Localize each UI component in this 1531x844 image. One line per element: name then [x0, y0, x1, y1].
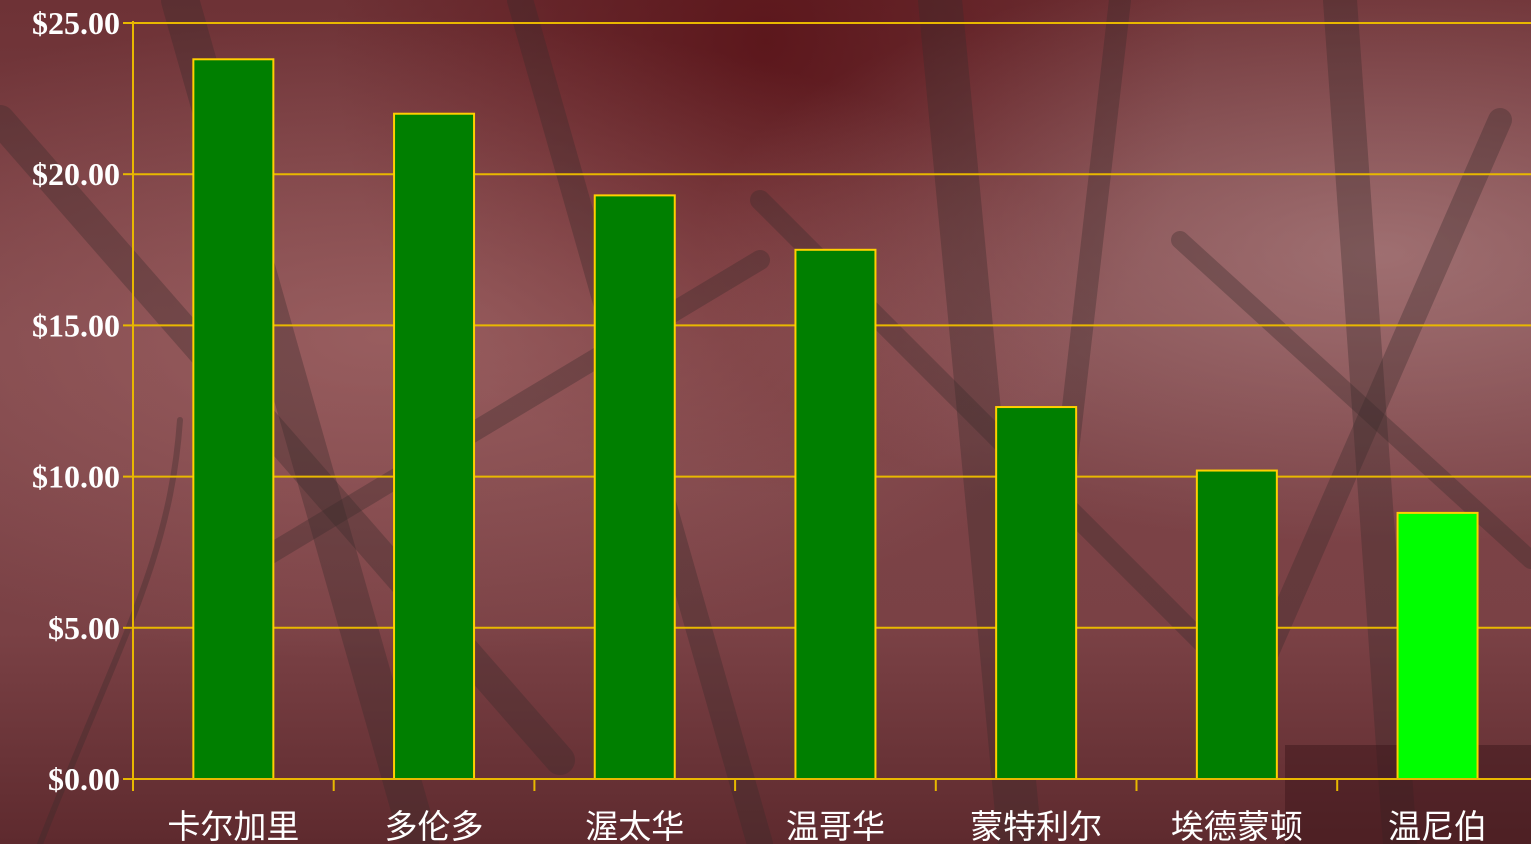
bars	[192, 58, 1479, 781]
axes	[123, 21, 1531, 791]
x-tick-label: 渥太华	[585, 807, 684, 844]
y-tick-label: $5.00	[48, 610, 120, 646]
x-tick-label: 温尼伯	[1388, 807, 1487, 844]
y-tick-labels: $0.00 $5.00 $10.00 $15.00 $20.00 $25.00	[32, 5, 120, 797]
x-tick-label: 温哥华	[786, 807, 885, 844]
x-tick-label: 埃德蒙顿	[1171, 807, 1303, 844]
bar	[995, 406, 1078, 780]
bar	[1195, 469, 1278, 780]
bar	[393, 112, 476, 781]
bar-highlighted	[1396, 511, 1479, 780]
y-tick-label: $0.00	[48, 761, 120, 797]
y-tick-label: $10.00	[32, 459, 120, 495]
x-tick-labels: 卡尔加里 多伦多 渥太华 温哥华 蒙特利尔 埃德蒙顿 温尼伯	[167, 807, 1487, 844]
x-tick-label: 蒙特利尔	[970, 807, 1102, 844]
y-tick-label: $20.00	[32, 156, 120, 192]
bar	[192, 58, 275, 780]
y-tick-label: $25.00	[32, 5, 120, 41]
bar	[593, 194, 676, 781]
bar	[794, 248, 877, 781]
y-tick-label: $15.00	[32, 307, 120, 343]
x-tick-label: 多伦多	[385, 807, 484, 844]
x-tick-label: 卡尔加里	[167, 807, 299, 844]
